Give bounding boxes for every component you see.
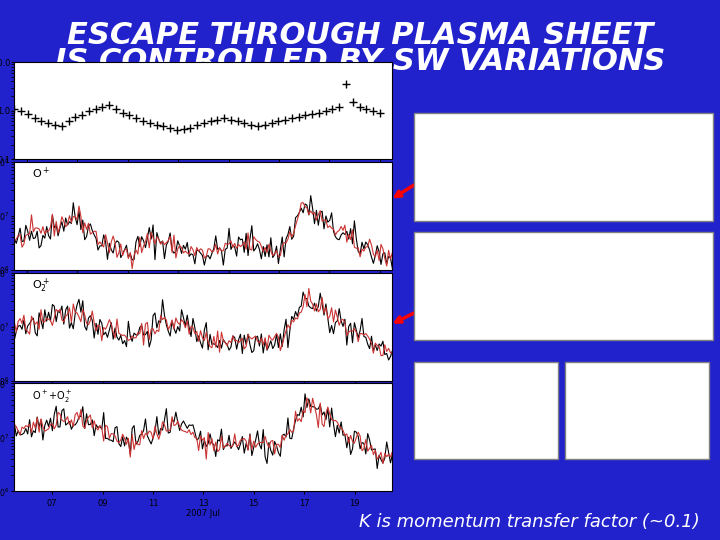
Text: $f_{O_2^+} \approx \frac{f_{sw}r}{2\sqrt{2}}\left(\frac{k\alpha}{(1+r)}\right)^{: $f_{O_2^+} \approx \frac{f_{sw}r}{2\sqrt… (492, 269, 639, 303)
Point (347, 98, 359, 106)
Text: $r = \frac{n_{O_2^+}}{n_{O^+}}$: $r = \frac{n_{O_2^+}}{n_{O^+}}$ (611, 395, 667, 426)
X-axis label: 2007 Jul: 2007 Jul (186, 385, 220, 394)
Point (313, 109, 325, 117)
Point (218, 114, 230, 123)
Point (117, 109, 128, 117)
Point (225, 116, 237, 124)
Point (96, 103, 108, 111)
Point (130, 114, 142, 123)
Point (273, 117, 284, 126)
Point (320, 106, 331, 115)
Point (205, 117, 217, 126)
Point (76, 111, 88, 120)
Point (327, 104, 338, 113)
Point (239, 119, 251, 127)
Point (83, 106, 94, 115)
Point (232, 117, 243, 126)
Point (158, 122, 169, 131)
Point (259, 121, 271, 130)
Point (9, 104, 20, 113)
Point (42, 119, 54, 127)
Point (354, 103, 365, 111)
Point (49, 121, 60, 130)
Point (178, 125, 189, 133)
Point (367, 106, 379, 115)
Text: $\alpha = \frac{n_{O^+}}{n_{sw}}$: $\alpha = \frac{n_{O^+}}{n_{sw}}$ (458, 396, 518, 424)
Point (361, 104, 372, 113)
Point (15, 106, 27, 115)
Point (198, 119, 210, 127)
Point (144, 119, 156, 127)
Point (164, 123, 176, 132)
Text: $f_{O^+} \approx \frac{f_{sw}}{2}\left(\frac{k\alpha}{(1+r)}\right)^{1/2}$: $f_{O^+} \approx \frac{f_{sw}}{2}\left(\… (491, 151, 639, 184)
Point (104, 101, 115, 110)
Text: O$_2^+$: O$_2^+$ (32, 277, 50, 295)
Point (333, 103, 345, 111)
Point (286, 114, 297, 123)
Point (171, 126, 183, 134)
Point (252, 122, 264, 131)
Point (110, 104, 122, 113)
Text: IS CONTROLLED BY SW VARIATIONS: IS CONTROLLED BY SW VARIATIONS (55, 48, 665, 77)
Point (124, 111, 135, 120)
Text: ESCAPE THROUGH PLASMA SHEET: ESCAPE THROUGH PLASMA SHEET (67, 21, 653, 50)
Point (212, 116, 223, 124)
Text: O$^+$+O$_2^+$: O$^+$+O$_2^+$ (32, 389, 73, 404)
Point (29, 114, 40, 123)
Point (22, 110, 34, 118)
Point (192, 121, 203, 130)
Point (36, 117, 48, 126)
X-axis label: 2007 Jul: 2007 Jul (186, 509, 220, 518)
Point (184, 123, 196, 132)
Point (90, 104, 102, 113)
Point (246, 121, 257, 130)
Text: K is momentum transfer factor (~0.1): K is momentum transfer factor (~0.1) (359, 513, 700, 531)
Point (70, 112, 81, 121)
Point (307, 110, 318, 118)
Point (300, 111, 311, 120)
Point (293, 112, 305, 121)
Point (138, 117, 149, 126)
Point (56, 122, 68, 131)
Point (63, 117, 74, 126)
Point (150, 121, 162, 130)
Point (341, 80, 352, 89)
Point (279, 116, 291, 124)
Point (374, 109, 386, 117)
Text: O$^+$: O$^+$ (32, 166, 50, 181)
Point (266, 119, 277, 127)
